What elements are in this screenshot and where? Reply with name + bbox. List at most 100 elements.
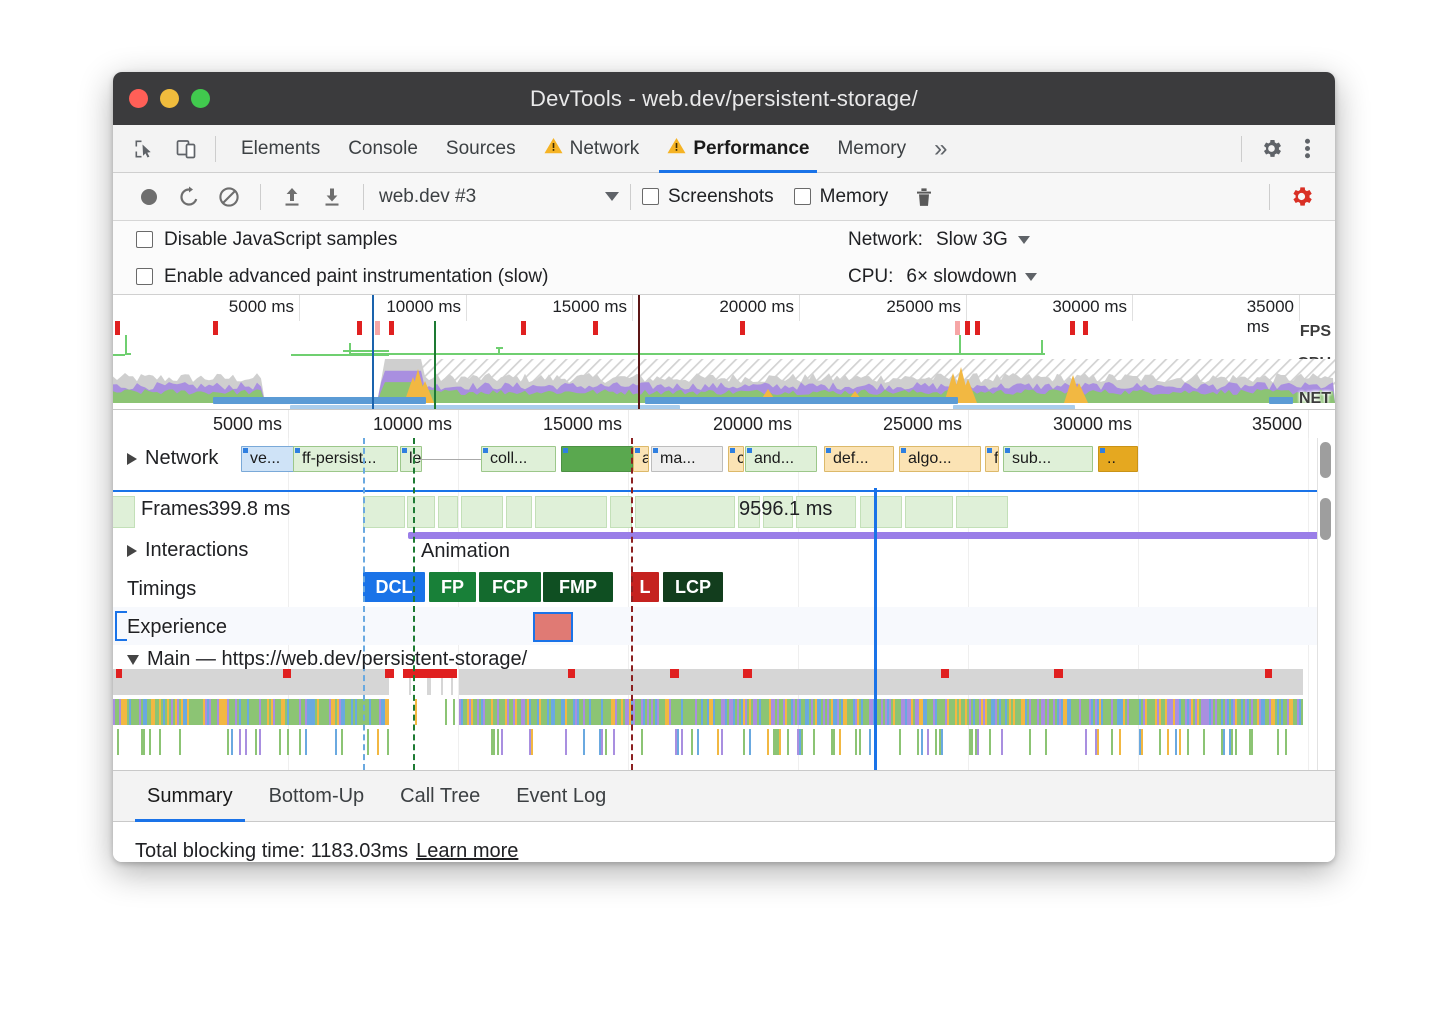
flame-bar[interactable] (1297, 669, 1299, 695)
flame-bar[interactable] (543, 669, 545, 695)
flame-bar[interactable] (1031, 699, 1033, 725)
flame-bar[interactable] (145, 699, 147, 725)
flame-bar[interactable] (467, 699, 469, 725)
flame-bar[interactable] (1139, 699, 1141, 725)
flame-bar[interactable] (1005, 669, 1007, 695)
flame-bar[interactable] (1265, 669, 1267, 695)
flame-bar[interactable] (575, 669, 577, 695)
flame-bar[interactable] (1079, 699, 1081, 725)
flame-bar[interactable] (911, 669, 913, 695)
flame-bar[interactable] (747, 699, 749, 725)
flame-bar[interactable] (207, 669, 209, 695)
flame-bar[interactable] (1231, 669, 1233, 695)
flame-bar[interactable] (1123, 699, 1125, 725)
flame-bar[interactable] (1089, 699, 1091, 725)
flame-bar[interactable] (929, 669, 931, 695)
network-request-bar[interactable]: and... (745, 446, 817, 472)
flame-bar[interactable] (525, 669, 527, 695)
flame-bar[interactable] (1097, 729, 1099, 755)
flame-bar[interactable] (715, 699, 717, 725)
flame-bar[interactable] (1189, 699, 1191, 725)
flame-bar[interactable] (237, 669, 239, 695)
flame-bar[interactable] (1021, 669, 1023, 695)
flame-bar[interactable] (943, 699, 945, 725)
flame-bar[interactable] (685, 669, 687, 695)
advanced-paint-checkbox[interactable] (136, 268, 153, 285)
flame-bar[interactable] (179, 669, 181, 695)
flame-bar[interactable] (311, 699, 313, 725)
flame-bar[interactable] (959, 669, 961, 695)
flame-bar[interactable] (557, 699, 559, 725)
flame-bar[interactable] (537, 669, 539, 695)
flame-bar[interactable] (1213, 669, 1215, 695)
flame-bar[interactable] (965, 699, 967, 725)
flame-bar[interactable] (1065, 669, 1067, 695)
flame-bar[interactable] (465, 669, 467, 695)
flame-bar[interactable] (223, 699, 225, 725)
flame-bar[interactable] (249, 699, 251, 725)
chevron-down-icon[interactable] (127, 654, 139, 665)
flame-bar[interactable] (1197, 699, 1199, 725)
flame-bar[interactable] (647, 699, 649, 725)
flame-bar[interactable] (345, 669, 347, 695)
tracks-scrollbar[interactable] (1317, 438, 1335, 770)
flame-bar[interactable] (561, 699, 563, 725)
flame-bar[interactable] (643, 669, 645, 695)
flame-bar[interactable] (1155, 669, 1157, 695)
flame-bar[interactable] (311, 669, 313, 695)
flame-bar[interactable] (839, 729, 841, 755)
flame-bar[interactable] (167, 669, 169, 695)
network-track-header[interactable]: Network (127, 447, 218, 470)
flame-bar[interactable] (263, 699, 265, 725)
flame-bar[interactable] (795, 699, 797, 725)
flame-bar[interactable] (613, 669, 615, 695)
flame-bar[interactable] (569, 669, 571, 695)
flame-bar[interactable] (743, 729, 745, 755)
flame-bar[interactable] (533, 699, 535, 725)
flame-bar[interactable] (209, 669, 211, 695)
flame-bar[interactable] (861, 669, 863, 695)
flame-bar[interactable] (989, 699, 991, 725)
flame-bar[interactable] (191, 669, 193, 695)
flame-bar[interactable] (373, 699, 375, 725)
flame-bar[interactable] (267, 699, 269, 725)
flame-bar[interactable] (549, 699, 551, 725)
flame-bar[interactable] (1257, 699, 1259, 725)
flame-bar[interactable] (1069, 669, 1071, 695)
flame-bar[interactable] (511, 699, 513, 725)
flame-bar[interactable] (507, 699, 509, 725)
flame-bar[interactable] (1025, 669, 1027, 695)
flame-bar[interactable] (327, 699, 329, 725)
flame-bar[interactable] (721, 669, 723, 695)
flame-bar[interactable] (253, 699, 255, 725)
flame-bar[interactable] (1283, 699, 1285, 725)
flame-bar[interactable] (1165, 699, 1167, 725)
flame-bar[interactable] (971, 729, 973, 755)
flame-bar[interactable] (663, 669, 665, 695)
flame-bar[interactable] (335, 729, 337, 755)
flame-bar[interactable] (975, 669, 977, 695)
flame-bar[interactable] (673, 669, 675, 695)
flame-bar[interactable] (953, 669, 955, 695)
flame-bar[interactable] (329, 669, 331, 695)
flame-bar[interactable] (995, 699, 997, 725)
flame-bar[interactable] (941, 699, 943, 725)
flame-bar[interactable] (841, 669, 843, 695)
flame-bar[interactable] (239, 729, 241, 755)
flame-bar[interactable] (579, 669, 581, 695)
flame-bar[interactable] (1025, 699, 1027, 725)
flame-bar[interactable] (197, 669, 199, 695)
flame-bar[interactable] (837, 699, 839, 725)
flame-bar[interactable] (257, 669, 259, 695)
flame-bar[interactable] (777, 669, 779, 695)
flame-bar[interactable] (671, 669, 673, 695)
flame-bar[interactable] (565, 699, 567, 725)
flame-bar[interactable] (677, 669, 679, 695)
flame-bar[interactable] (637, 669, 639, 695)
flame-bar[interactable] (305, 669, 307, 695)
flame-bar[interactable] (639, 699, 641, 725)
flame-bar[interactable] (849, 699, 851, 725)
flame-bar[interactable] (263, 669, 265, 695)
flame-bar[interactable] (1233, 669, 1235, 695)
flame-bar[interactable] (809, 699, 811, 725)
